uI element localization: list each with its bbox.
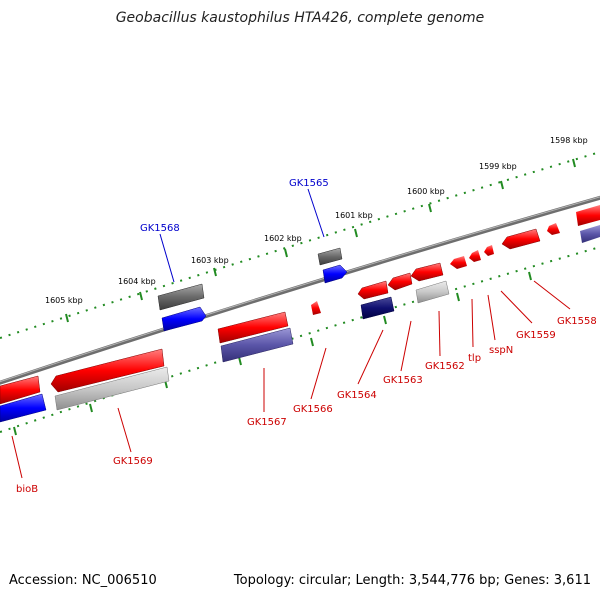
gene-feature[interactable] (415, 280, 450, 304)
lower-scale-ticks (13, 271, 532, 436)
gene-feature[interactable] (357, 280, 389, 300)
gene-feature[interactable] (54, 366, 170, 411)
genome-summary-text: Topology: circular; Length: 3,544,776 bp… (233, 573, 591, 588)
gene-feature[interactable] (501, 228, 541, 250)
scale-label: 1601 kbp (335, 211, 373, 220)
gene-feature[interactable] (387, 272, 413, 291)
scale-label: 1599 kbp (479, 162, 517, 171)
label-connectors (11, 188, 571, 479)
gene-feature[interactable] (360, 296, 395, 320)
gene-feature[interactable] (50, 348, 165, 393)
gene-feature[interactable] (580, 225, 600, 243)
gene-label-gk1569[interactable]: GK1569 (113, 456, 153, 467)
genome-backbone (0, 195, 600, 385)
gene-label-gk1566[interactable]: GK1566 (293, 404, 333, 415)
scale-label: 1605 kbp (45, 296, 83, 305)
gene-feature[interactable] (317, 247, 343, 266)
gene-feature[interactable] (576, 205, 600, 226)
scale-label: 1604 kbp (118, 277, 156, 286)
map-title: Geobacillus kaustophilus HTA426, complet… (115, 10, 485, 26)
gene-label-gk1562[interactable]: GK1562 (425, 361, 465, 372)
gene-labels: GK1568 GK1565 bioB GK1569 GK1567 GK1566 … (16, 178, 597, 495)
gene-feature[interactable] (0, 375, 41, 405)
gene-label-gk1567[interactable]: GK1567 (247, 417, 287, 428)
upper-scale-ticks (65, 158, 576, 323)
scale-label: 1598 kbp (550, 136, 588, 145)
forward-strand-features (157, 205, 600, 332)
gene-label-tlp[interactable]: tlp (468, 353, 481, 364)
gene-feature[interactable] (0, 393, 47, 423)
gene-feature[interactable] (220, 327, 294, 363)
gene-feature[interactable] (217, 311, 289, 344)
gene-label-gk1568[interactable]: GK1568 (140, 223, 180, 234)
gene-feature[interactable] (450, 256, 467, 269)
gene-feature[interactable] (547, 223, 560, 235)
gene-label-gk1564[interactable]: GK1564 (337, 390, 377, 401)
gene-label-gk1565[interactable]: GK1565 (289, 178, 329, 189)
gene-feature[interactable] (161, 306, 207, 332)
gene-label-gk1558[interactable]: GK1558 (557, 316, 597, 327)
reverse-strand-features (0, 223, 560, 423)
gene-feature[interactable] (484, 245, 494, 256)
gene-label-sspn[interactable]: sspN (489, 345, 513, 356)
gene-feature[interactable] (469, 250, 481, 262)
scale-labels: 1605 kbp 1604 kbp 1603 kbp 1602 kbp 1601… (45, 136, 588, 305)
gene-label-biob[interactable]: bioB (16, 484, 38, 495)
gene-feature[interactable] (322, 264, 348, 284)
scale-label: 1600 kbp (407, 187, 445, 196)
scale-label: 1603 kbp (191, 256, 229, 265)
gene-feature[interactable] (157, 283, 205, 311)
gene-feature[interactable] (311, 301, 321, 315)
accession-text: Accession: NC_006510 (9, 573, 157, 588)
scale-label: 1602 kbp (264, 234, 302, 243)
gene-label-gk1559[interactable]: GK1559 (516, 330, 556, 341)
gene-label-gk1563[interactable]: GK1563 (383, 375, 423, 386)
gene-feature[interactable] (410, 262, 444, 282)
